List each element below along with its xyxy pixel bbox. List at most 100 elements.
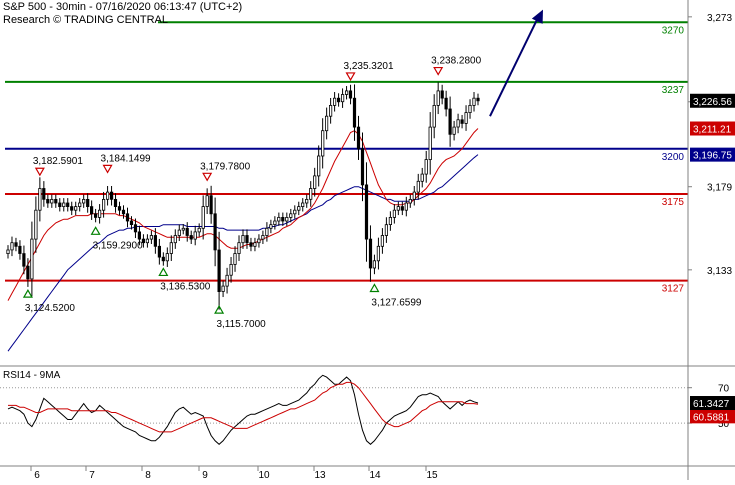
candle-body: [372, 260, 377, 269]
candle-body: [356, 126, 361, 150]
candle-body: [58, 202, 62, 207]
candle-body: [113, 198, 118, 207]
level-label-3200: 3200: [662, 152, 685, 163]
candle-body: [102, 198, 106, 211]
time-tick-label: 13: [314, 470, 326, 480]
candle-body: [472, 97, 476, 106]
candle-body: [133, 224, 138, 233]
candle-body: [336, 97, 341, 103]
rsi-ma-tag-label: 60.5881: [693, 412, 730, 423]
candle-body: [332, 97, 337, 106]
time-tick-label: 9: [202, 470, 208, 480]
candle-body: [368, 238, 373, 269]
candle-body: [285, 216, 289, 222]
candle-body: [340, 94, 345, 103]
candle-body: [364, 184, 369, 240]
high-marker: [34, 167, 45, 177]
price-tick-label: 3,179: [707, 183, 732, 194]
level-label-3237: 3237: [662, 85, 685, 96]
candle-body: [444, 97, 448, 110]
candle-body: [392, 209, 397, 218]
candle-body: [281, 216, 285, 222]
price-tag-ma_fast: [690, 121, 735, 136]
candle-body: [432, 105, 436, 128]
rsi-tick-label: 50: [718, 419, 730, 430]
low-marker: [158, 267, 169, 277]
high-label: 3,235.3201: [344, 61, 394, 72]
candle-body: [448, 108, 452, 135]
candle-body: [468, 105, 472, 114]
candle-body: [82, 198, 86, 204]
candle-body: [26, 265, 30, 280]
candle-body: [265, 227, 269, 236]
candle-body: [189, 235, 193, 240]
candle-body: [400, 206, 404, 211]
rsi-title: RSI14 - 9MA: [3, 370, 61, 381]
price-tag-last: [690, 93, 735, 108]
candle-body: [14, 242, 18, 247]
candle-body: [440, 90, 444, 99]
candle-body: [309, 188, 313, 200]
candle-body: [408, 198, 412, 204]
candle-body: [384, 224, 389, 236]
price-tick-label: 3,133: [707, 266, 732, 277]
candle-body: [70, 206, 74, 211]
candle-body: [452, 126, 456, 135]
candle-body: [86, 198, 90, 207]
low-label: 3,127.6599: [371, 297, 421, 308]
candle-body: [30, 238, 34, 280]
candle-body: [416, 180, 420, 193]
high-label: 3,182.5901: [33, 156, 83, 167]
candle-body: [209, 195, 213, 215]
candle-body: [376, 245, 381, 262]
candle-body: [293, 209, 297, 215]
candle-body: [145, 238, 149, 244]
candle-body: [424, 159, 428, 175]
high-marker: [433, 66, 444, 76]
candle-body: [317, 155, 321, 177]
low-label: 3,124.5200: [25, 303, 75, 314]
candle-body: [74, 206, 78, 211]
low-label: 3,136.5300: [160, 281, 210, 292]
candle-body: [22, 253, 26, 267]
candle-body: [161, 256, 165, 262]
low-marker: [90, 226, 101, 235]
candle-body: [249, 242, 253, 247]
price-tag-label-ma_slow: 3,196.75: [693, 151, 732, 162]
candle-body: [78, 202, 82, 207]
low-label: 3,115.7000: [216, 319, 266, 330]
candle-body: [6, 249, 10, 254]
rsi-tag: [690, 396, 735, 411]
candle-body: [197, 227, 201, 233]
price-tags: 3,226.56 3,211.21 3,196.75: [690, 93, 735, 162]
candle-body: [412, 191, 416, 200]
low-marker: [22, 288, 33, 298]
candle-body: [360, 148, 365, 186]
candle-body: [269, 224, 273, 229]
candle-body: [205, 195, 209, 207]
candle-body: [177, 229, 181, 236]
candle-body: [245, 235, 249, 244]
projection-arrow: [489, 9, 543, 117]
rsi-tick-label: 70: [718, 384, 730, 395]
candlesticks: [6, 82, 480, 310]
level-label-3175: 3175: [662, 197, 685, 208]
candle-body: [297, 206, 301, 211]
candle-body: [233, 253, 237, 265]
candle-body: [201, 206, 205, 229]
candle-body: [54, 198, 58, 204]
candle-body: [66, 202, 70, 207]
level-label-3270: 3270: [662, 25, 685, 36]
rsi-series-1: [8, 381, 479, 433]
low-label: 3,159.2900: [93, 240, 143, 251]
candle-body: [404, 202, 408, 211]
candle-body: [217, 249, 221, 292]
candle-body: [110, 191, 114, 200]
price-tag-label-last: 3,226.56: [693, 97, 732, 108]
candle-body: [348, 90, 353, 99]
candle-body: [253, 242, 257, 247]
candle-body: [476, 97, 480, 102]
candle-body: [352, 97, 357, 128]
